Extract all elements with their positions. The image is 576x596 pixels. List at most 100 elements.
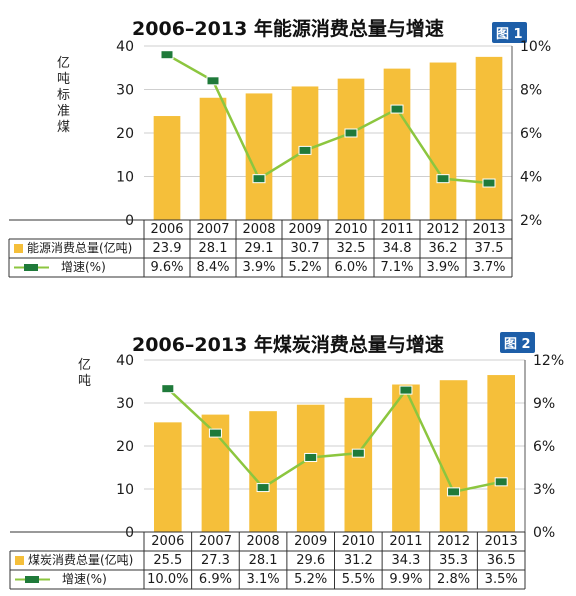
y-tick-label: 40 — [116, 39, 134, 55]
y2-tick-label: 8% — [520, 83, 542, 99]
y2-tick-label: 4% — [520, 170, 542, 186]
growth-marker — [298, 145, 312, 155]
bar — [383, 68, 411, 221]
x-tick-label: 2006 — [150, 222, 183, 237]
data-label-bar: 35.3 — [439, 553, 468, 568]
legend-label-line: 增速(%) — [61, 260, 106, 274]
x-tick-label: 2009 — [288, 222, 321, 237]
x-tick-label: 2011 — [389, 534, 422, 549]
data-label-line: 3.9% — [242, 260, 275, 275]
x-tick-label: 2010 — [342, 534, 375, 549]
x-tick-label: 2009 — [294, 534, 327, 549]
y2-tick-label: 2% — [520, 213, 542, 229]
data-label-bar: 23.9 — [153, 241, 182, 256]
growth-marker — [252, 174, 266, 184]
growth-marker — [390, 104, 404, 114]
data-label-bar: 36.5 — [487, 553, 516, 568]
chart-2-plot: 0 10 20 30 40 0% 3% 6% 9% 12% 2006 2007 2008 2009 2010… — [9, 353, 564, 590]
data-label-line: 5.5% — [342, 572, 375, 587]
growth-marker — [206, 76, 220, 86]
growth-marker — [351, 448, 365, 458]
x-tick-label: 2008 — [242, 222, 275, 237]
growth-marker — [436, 174, 450, 184]
data-label-bar: 27.3 — [201, 553, 230, 568]
data-label-bar: 28.1 — [249, 553, 278, 568]
growth-marker — [344, 128, 358, 138]
legend-swatch-bar — [14, 244, 23, 253]
x-tick-label: 2010 — [334, 222, 367, 237]
growth-marker — [161, 384, 175, 394]
y-tick-label: 30 — [116, 396, 134, 412]
y2-tick-label: 3% — [533, 482, 555, 498]
x-tick-label: 2008 — [247, 534, 280, 549]
chart-1-badge: 图 1 — [492, 22, 527, 43]
chart-2-ylabel: 亿吨 — [78, 358, 92, 389]
y-tick-label: 0 — [125, 213, 134, 229]
growth-marker — [447, 487, 461, 497]
bar — [154, 422, 182, 532]
data-label-bar: 34.3 — [391, 553, 420, 568]
data-label-line: 3.9% — [426, 260, 459, 275]
data-label-bar: 36.2 — [429, 241, 458, 256]
bar — [337, 78, 365, 220]
growth-line — [166, 387, 502, 494]
y-tick-label: 0 — [125, 525, 134, 541]
x-tick-label: 2012 — [437, 534, 470, 549]
chart-1-ylabel: 亿吨标准煤 — [57, 56, 71, 135]
y-tick-label: 10 — [116, 170, 134, 186]
bar — [296, 404, 325, 532]
x-tick-label: 2011 — [380, 222, 413, 237]
chart-2-title: 2006–2013 年煤炭消费总量与增速 — [132, 334, 444, 356]
data-label-line: 6.0% — [334, 260, 367, 275]
chart-2: 2006–2013 年煤炭消费总量与增速 图 2 亿吨 0 10 20 30 40 0% 3… — [0, 318, 576, 596]
data-label-line: 5.2% — [288, 260, 321, 275]
bar — [153, 116, 181, 220]
growth-marker — [482, 178, 496, 188]
chart-1: 2006–2013 年能源消费总量与增速 图 1 亿吨标准煤 0 10 20 30 40… — [0, 0, 576, 280]
chart-1-title: 2006–2013 年能源消费总量与增速 — [132, 18, 444, 40]
growth-marker — [256, 483, 270, 493]
legend-label-bar: 能源消费总量(亿吨) — [27, 240, 132, 255]
data-label-line: 3.7% — [472, 260, 505, 275]
data-label-line: 3.1% — [247, 572, 280, 587]
legend-swatch-marker — [24, 264, 38, 271]
bar — [439, 380, 468, 532]
x-tick-label: 2006 — [151, 534, 184, 549]
bar — [392, 384, 420, 532]
bar — [249, 411, 277, 532]
x-tick-label: 2012 — [426, 222, 459, 237]
y-tick-label: 20 — [116, 126, 134, 142]
growth-marker — [208, 428, 222, 438]
data-label-line: 6.9% — [199, 572, 232, 587]
y2-tick-label: 6% — [533, 439, 555, 455]
data-label-line: 10.0% — [147, 572, 188, 587]
data-label-line: 3.5% — [485, 572, 518, 587]
data-label-bar: 29.6 — [296, 553, 325, 568]
data-label-bar: 31.2 — [344, 553, 373, 568]
y2-tick-label: 9% — [533, 396, 555, 412]
bar — [487, 375, 515, 532]
y-tick-label: 10 — [116, 482, 134, 498]
legend-swatch-marker — [25, 576, 39, 583]
data-label-bar: 34.8 — [383, 241, 412, 256]
bar — [199, 97, 227, 220]
y2-tick-label: 10% — [520, 39, 551, 55]
bar — [475, 56, 503, 220]
data-label-bar: 25.5 — [153, 553, 182, 568]
x-tick-label: 2013 — [472, 222, 505, 237]
growth-marker — [304, 452, 318, 462]
data-label-bar: 32.5 — [337, 241, 366, 256]
data-label-line: 2.8% — [437, 572, 470, 587]
bar — [344, 397, 373, 532]
data-label-line: 8.4% — [196, 260, 229, 275]
growth-line — [166, 53, 490, 185]
y2-tick-label: 0% — [533, 525, 555, 541]
data-label-line: 5.2% — [294, 572, 327, 587]
data-label-bar: 29.1 — [245, 241, 274, 256]
x-tick-label: 2007 — [196, 222, 229, 237]
data-label-bar: 37.5 — [475, 241, 504, 256]
data-label-line: 9.6% — [150, 260, 183, 275]
legend-label-line: 增速(%) — [62, 572, 107, 586]
data-label-line: 9.9% — [389, 572, 422, 587]
growth-marker — [494, 477, 508, 487]
